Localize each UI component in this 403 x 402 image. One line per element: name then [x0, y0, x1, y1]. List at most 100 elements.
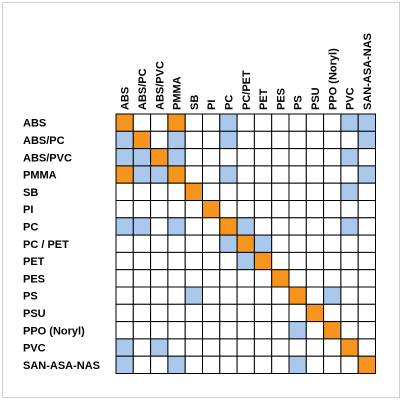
matrix-cell	[288, 355, 307, 375]
matrix-cell	[236, 130, 255, 150]
matrix-cell	[357, 269, 377, 288]
matrix-cell	[202, 148, 221, 167]
matrix-cell	[202, 200, 221, 219]
matrix-cell	[184, 338, 203, 357]
matrix-cell	[219, 286, 238, 305]
matrix-cell	[202, 113, 221, 132]
column-label: ABS	[120, 87, 132, 110]
matrix-cell	[219, 251, 238, 271]
matrix-cell	[150, 217, 169, 236]
matrix-cell	[357, 217, 377, 236]
column-label: PPO (Noryl)	[327, 48, 339, 110]
matrix-cell	[132, 200, 152, 219]
matrix-cell	[202, 286, 221, 305]
matrix-cell	[184, 303, 203, 323]
matrix-cell	[115, 234, 134, 253]
matrix-cell	[271, 130, 290, 150]
matrix-cell	[184, 286, 203, 305]
matrix-cell	[236, 321, 255, 340]
matrix-cell	[323, 303, 342, 323]
column-label: ABS/PC	[137, 68, 149, 110]
matrix-cell	[253, 234, 273, 253]
matrix-cell	[150, 113, 169, 132]
matrix-cell	[167, 321, 186, 340]
matrix-cell	[323, 165, 342, 184]
matrix-cell	[184, 148, 203, 167]
matrix-cell	[305, 251, 325, 271]
matrix-cell	[288, 165, 307, 184]
matrix-cell	[202, 303, 221, 323]
matrix-cell	[115, 303, 134, 323]
matrix-cell	[340, 217, 359, 236]
matrix-cell	[253, 303, 273, 323]
matrix-cell	[150, 182, 169, 201]
matrix-cell	[184, 182, 203, 201]
matrix-cell	[202, 130, 221, 150]
matrix-cell	[288, 251, 307, 271]
matrix-cell	[253, 338, 273, 357]
matrix-cell	[340, 321, 359, 340]
matrix-cell	[305, 148, 325, 167]
matrix-cell	[132, 130, 152, 150]
matrix-cell	[184, 234, 203, 253]
matrix-cell	[132, 303, 152, 323]
matrix-cell	[184, 165, 203, 184]
matrix-cell	[150, 338, 169, 357]
matrix-cell	[150, 269, 169, 288]
matrix-cell	[323, 234, 342, 253]
matrix-cell	[305, 217, 325, 236]
matrix-cell	[202, 165, 221, 184]
matrix-cell	[253, 355, 273, 375]
matrix-cell	[167, 234, 186, 253]
row-label: ABS	[23, 118, 46, 130]
matrix-cell	[236, 269, 255, 288]
matrix-cell	[340, 269, 359, 288]
matrix-cell	[115, 321, 134, 340]
matrix-cell	[340, 234, 359, 253]
matrix-cell	[271, 321, 290, 340]
matrix-cell	[271, 286, 290, 305]
row-label: ABS/PVC	[23, 152, 72, 164]
matrix-cell	[219, 200, 238, 219]
matrix-cell	[253, 269, 273, 288]
matrix-cell	[236, 148, 255, 167]
matrix-cell	[167, 130, 186, 150]
matrix-cell	[271, 113, 290, 132]
matrix-cell	[253, 182, 273, 201]
matrix-cell	[150, 148, 169, 167]
matrix-cell	[202, 217, 221, 236]
matrix-cell	[288, 338, 307, 357]
matrix-cell	[253, 251, 273, 271]
matrix-cell	[167, 200, 186, 219]
matrix-cell	[167, 182, 186, 201]
matrix-cell	[288, 130, 307, 150]
matrix-cell	[271, 165, 290, 184]
column-label: PVC	[345, 87, 357, 110]
matrix-cell	[323, 148, 342, 167]
matrix-cell	[132, 355, 152, 375]
matrix-cell	[357, 200, 377, 219]
matrix-cell	[115, 113, 134, 132]
matrix-cell	[288, 182, 307, 201]
matrix-cell	[357, 321, 377, 340]
matrix-cell	[150, 286, 169, 305]
matrix-cell	[253, 217, 273, 236]
matrix-cell	[115, 286, 134, 305]
matrix-cell	[202, 234, 221, 253]
matrix-cell	[115, 217, 134, 236]
matrix-cell	[132, 234, 152, 253]
matrix-cell	[202, 251, 221, 271]
matrix-cell	[253, 200, 273, 219]
matrix-cell	[115, 148, 134, 167]
matrix-cell	[115, 355, 134, 375]
matrix-cell	[184, 355, 203, 375]
matrix-cell	[132, 217, 152, 236]
matrix-cell	[305, 182, 325, 201]
matrix-cell	[150, 355, 169, 375]
matrix-cell	[288, 217, 307, 236]
column-label: PES	[275, 88, 287, 110]
matrix-cell	[236, 338, 255, 357]
matrix-cell	[219, 217, 238, 236]
matrix-cell	[305, 355, 325, 375]
matrix-cell	[253, 321, 273, 340]
